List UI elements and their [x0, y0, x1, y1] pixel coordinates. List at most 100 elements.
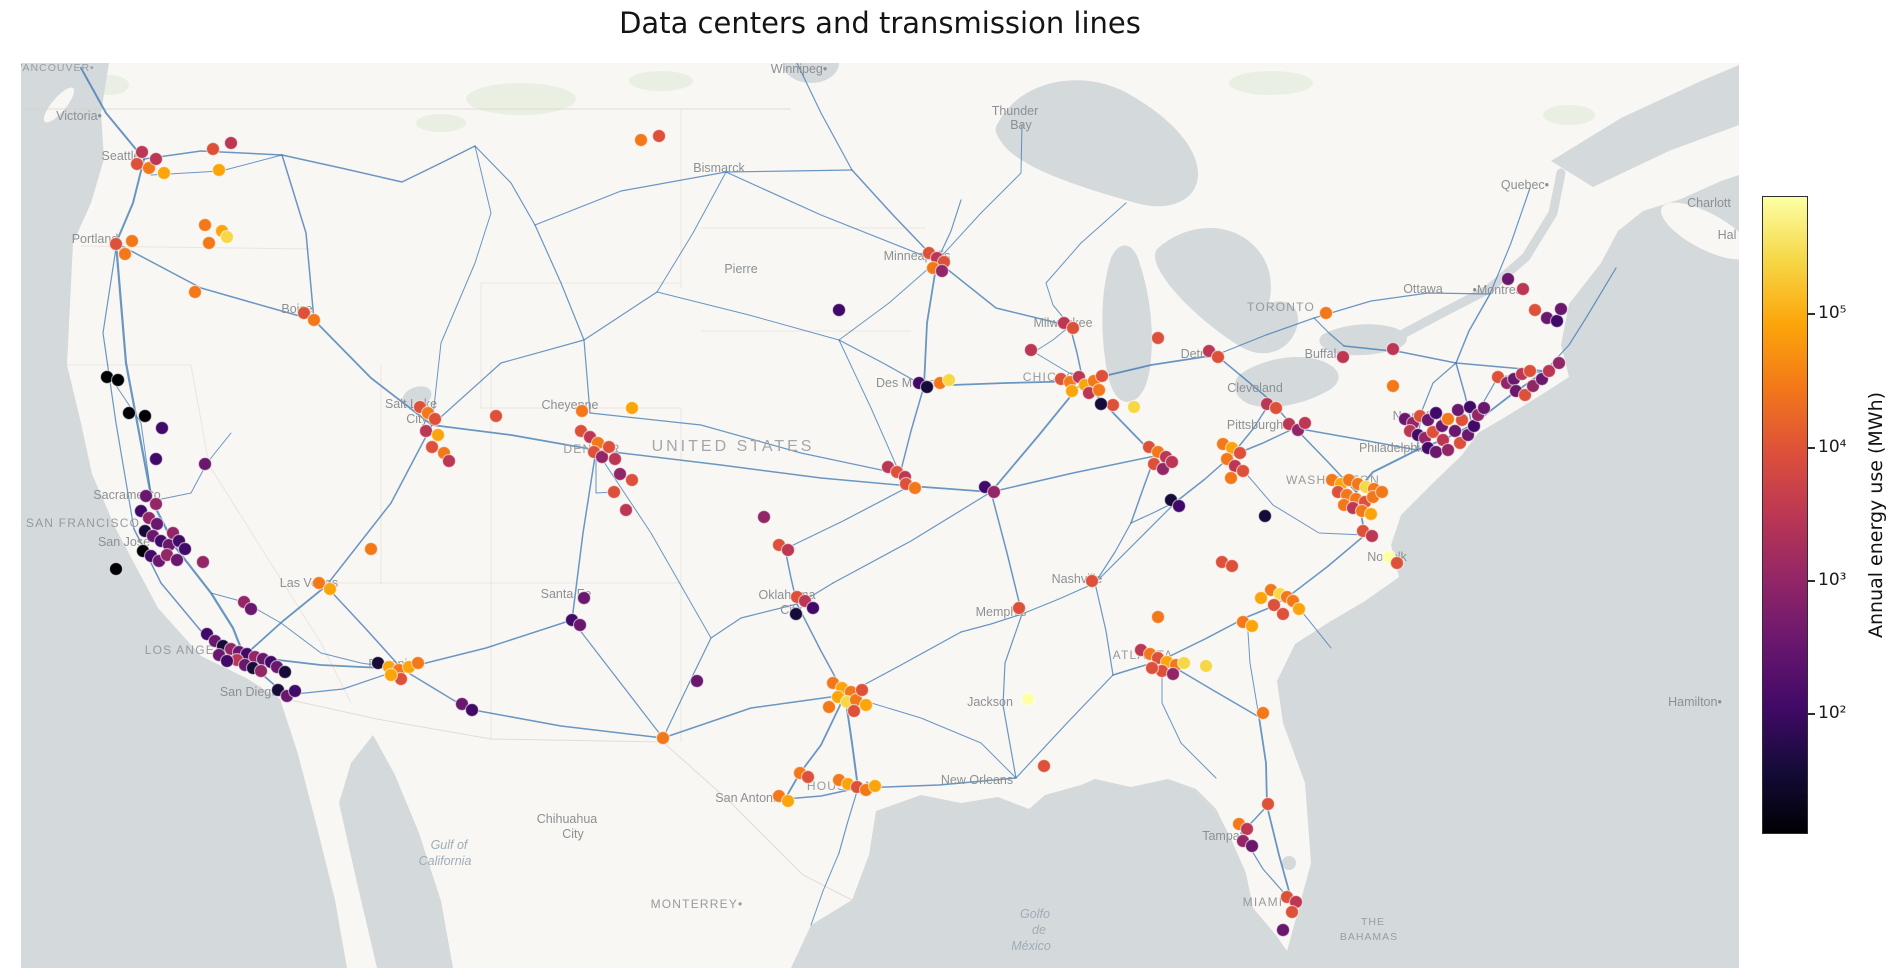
transmission-line [656, 291, 840, 341]
data-center-point [108, 236, 124, 252]
transmission-line [143, 150, 283, 160]
data-center-point [1176, 655, 1192, 671]
data-center-point [154, 420, 170, 436]
data-center-point [243, 601, 259, 617]
colorbar-tick-label: 10³ [1818, 569, 1847, 590]
data-center-point [1275, 606, 1291, 622]
lake-erie [1234, 357, 1339, 408]
data-center-point [1335, 349, 1351, 365]
data-center-point [1144, 660, 1160, 676]
data-center-point [427, 411, 443, 427]
transmission-line [534, 171, 727, 226]
transmission-line [1094, 500, 1178, 584]
map-label: VANCOUVER• [21, 63, 95, 74]
data-center-point [919, 379, 935, 395]
transmission-line [1215, 317, 1315, 356]
transmission-line [784, 485, 911, 550]
data-center-point [1447, 423, 1463, 439]
transmission-line [1215, 354, 1272, 402]
data-center-point [1266, 597, 1282, 613]
map-label: Bismarck [693, 161, 745, 175]
colorbar-label: Annual energy use (MWh) [1865, 391, 1887, 639]
data-center-point [148, 151, 164, 167]
colorbar-tick-label: 10⁵ [1818, 303, 1847, 324]
map-label: Golfo [1020, 907, 1050, 921]
data-center-point [1522, 363, 1538, 379]
transmission-line [112, 380, 153, 502]
transmission-line [936, 199, 962, 262]
transmission-line [589, 412, 901, 475]
transmission-line [281, 154, 315, 321]
colorbar-tick-label: 10² [1818, 703, 1847, 724]
map-label: Pierre [724, 262, 757, 276]
data-center-point [195, 554, 211, 570]
transmission-line [401, 668, 664, 739]
transmission-line [1021, 582, 1096, 615]
transmission-line [80, 67, 145, 160]
data-center-point [363, 541, 379, 557]
map-label: San Jose [98, 535, 150, 549]
data-center-point [1126, 399, 1142, 415]
transmission-line [115, 158, 145, 244]
data-center-point [1094, 368, 1110, 384]
data-center-point [129, 156, 145, 172]
transmission-line [1294, 427, 1418, 451]
data-center-point [197, 456, 213, 472]
data-center-point [1036, 758, 1052, 774]
transmission-line [990, 491, 1023, 615]
data-center-point [488, 408, 504, 424]
transmission-line [151, 432, 232, 502]
data-center-point [1364, 528, 1380, 544]
transmission-line [838, 787, 859, 854]
map-label: Cleveland [1227, 381, 1283, 395]
lake-winnipeg [783, 63, 839, 83]
map-label: Buffalo [1305, 347, 1344, 361]
data-center-point [108, 561, 124, 577]
map-label: •Montreal [1472, 283, 1525, 297]
transmission-line [1230, 455, 1366, 536]
gulf-of-mexico [791, 779, 1287, 968]
map-label: Hamilton• [1668, 695, 1722, 709]
map-label: Portland [72, 232, 119, 246]
transmission-line [431, 145, 492, 426]
data-center-point [1428, 444, 1444, 460]
map-label: New Orleans [941, 773, 1013, 787]
data-center-points-layer [99, 128, 1569, 938]
map-label: Philadelphia [1359, 441, 1427, 455]
data-center-point [148, 496, 164, 512]
data-center-point [612, 466, 628, 482]
transmission-line [431, 424, 597, 451]
map-label: THE [1361, 916, 1385, 928]
lake-okeechobee [1282, 856, 1296, 870]
vancouver-island [43, 87, 75, 123]
data-center-point [134, 144, 150, 160]
data-center-point [831, 302, 847, 318]
colorbar-tick-mark [1808, 713, 1815, 716]
data-center-point [430, 427, 446, 443]
transmission-line [810, 852, 840, 926]
transmission-line [838, 339, 925, 387]
data-center-point [1440, 442, 1456, 458]
gulf-of-california [339, 735, 453, 968]
lake-superior [995, 80, 1199, 207]
transmission-line [115, 242, 315, 321]
map-canvas: VANCOUVER• Victoria• Seattle Portland Boise S… [21, 63, 1739, 968]
transmission-line [844, 694, 1017, 779]
data-center-point [651, 128, 667, 144]
data-center-point [197, 217, 213, 233]
data-center-point [277, 664, 293, 680]
data-center-point [322, 581, 338, 597]
transmission-line [431, 291, 658, 426]
data-center-point [253, 663, 269, 679]
data-center-point [1517, 387, 1533, 403]
data-center-point [1223, 470, 1239, 486]
map-label: Seattle [102, 149, 141, 163]
data-center-point [1253, 590, 1269, 606]
data-center-point [464, 702, 480, 718]
transmission-line [990, 380, 1084, 493]
data-center-point [1198, 658, 1214, 674]
data-center-point [867, 778, 883, 794]
map-label: Victoria• [56, 109, 102, 123]
data-center-point [788, 606, 804, 622]
data-center-point [287, 683, 303, 699]
